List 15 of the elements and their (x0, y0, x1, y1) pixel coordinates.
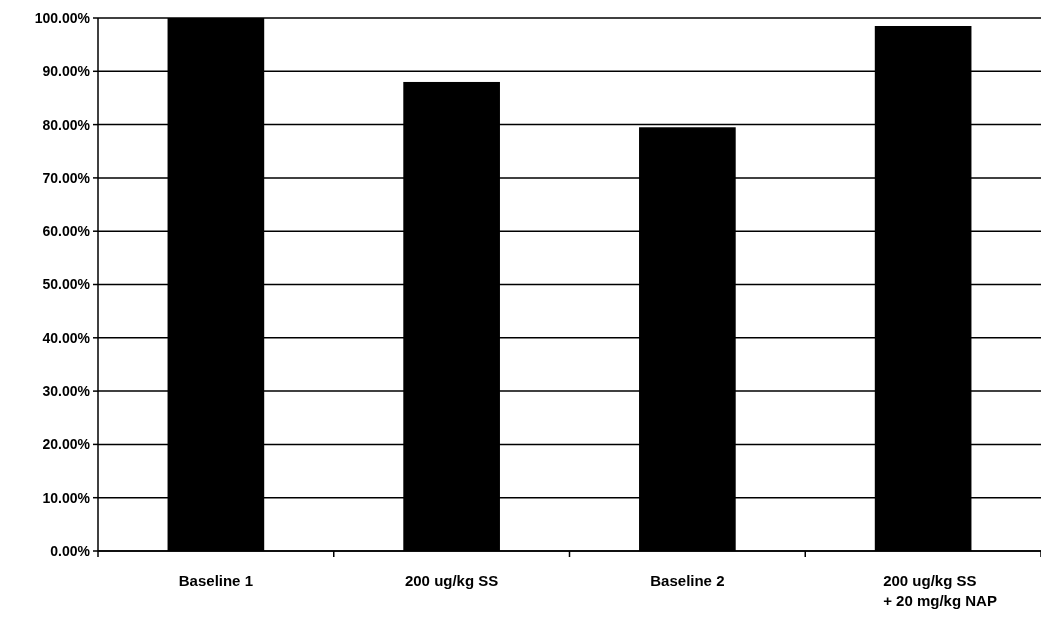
y-tick-label: 10.00% (42, 489, 91, 506)
y-tick-label: 100.00% (34, 9, 91, 26)
y-tick-label: 70.00% (42, 169, 91, 186)
x-tick-label: 200 ug/kg SS (404, 572, 499, 589)
y-tick-label: 30.00% (42, 383, 91, 399)
y-tick-label: 80.00% (42, 116, 91, 133)
y-tick-label: 50.00% (42, 276, 91, 293)
x-tick-label: 200 ug/kg SS + 20 mg/kg NAP (883, 572, 997, 609)
y-tick-label: 90.00% (42, 63, 91, 80)
y-tick-label: 0.00% (50, 542, 91, 559)
x-tick-label: Baseline 1 (178, 572, 253, 589)
x-tick-label: Baseline 2 (650, 572, 725, 589)
y-tick-label: 60.00% (42, 223, 91, 240)
y-tick-label: 40.00% (42, 329, 91, 346)
y-tick-label: 20.00% (42, 436, 91, 453)
